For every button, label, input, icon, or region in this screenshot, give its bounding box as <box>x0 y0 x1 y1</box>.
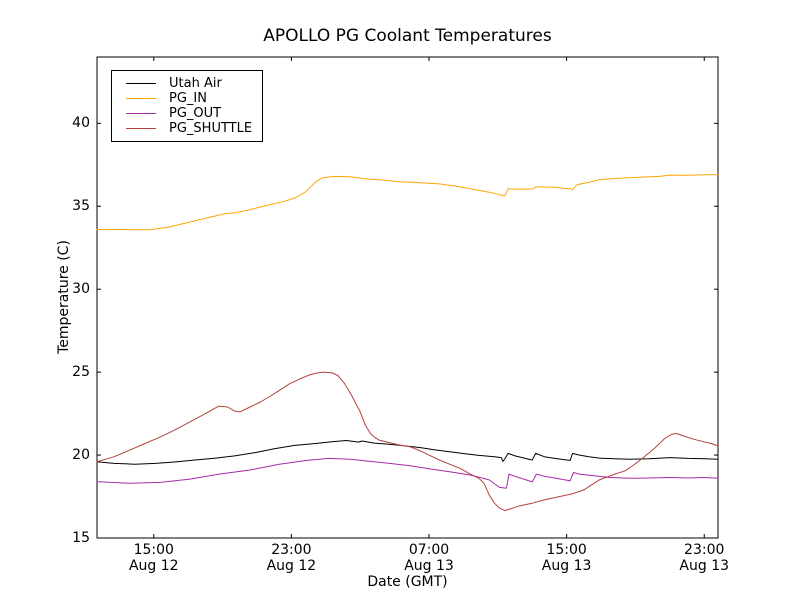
legend-label: PG_SHUTTLE <box>169 121 253 136</box>
x-tick-date: Aug 13 <box>404 558 454 574</box>
x-tick-time: 07:00 <box>408 542 450 558</box>
plot-frame <box>96 56 719 539</box>
x-tick-label: 07:00 Aug 13 <box>404 542 454 574</box>
y-tick-label: 20 <box>72 447 90 464</box>
x-tick-time: 23:00 <box>684 542 725 558</box>
x-tick-date: Aug 13 <box>679 558 730 574</box>
legend-entry-pg-shuttle: PG_SHUTTLE <box>112 121 252 136</box>
x-axis-label: Date (GMT) <box>367 574 448 590</box>
y-tick-label: 35 <box>72 198 90 215</box>
x-tick-label: 15:00 Aug 13 <box>542 542 592 574</box>
legend-label: Utah Air <box>169 76 222 91</box>
y-tick-label: 40 <box>72 115 90 132</box>
legend-line-sample <box>126 128 156 129</box>
series-line-utah-air <box>96 440 719 465</box>
x-tick-time: 15:00 <box>133 542 174 558</box>
x-tick-time: 15:00 <box>546 542 587 558</box>
legend-entry-pg-out: PG_OUT <box>112 106 252 121</box>
x-tick-date: Aug 13 <box>541 558 592 574</box>
x-tick-date: Aug 12 <box>266 558 317 574</box>
x-tick-date: Aug 12 <box>128 558 179 574</box>
series-line-pg-in <box>96 174 719 231</box>
legend-entry-pg-in: PG_IN <box>112 91 252 106</box>
y-tick-label: 30 <box>72 281 90 298</box>
x-tick-time: 23:00 <box>271 542 312 558</box>
legend-box: Utah Air PG_IN PG_OUT PG_SHUTTLE <box>111 70 264 142</box>
series-line-pg-shuttle <box>96 371 719 512</box>
legend-line-sample <box>126 98 156 99</box>
legend-label: PG_OUT <box>169 106 222 121</box>
y-tick-label: 15 <box>72 530 90 546</box>
chart-title: APOLLO PG Coolant Temperatures <box>263 26 552 46</box>
legend-entry-utah-air: Utah Air <box>112 76 252 91</box>
x-tick-label: 23:00 Aug 12 <box>267 542 317 574</box>
legend-label: PG_IN <box>169 91 207 106</box>
x-tick-label: 15:00 Aug 12 <box>129 542 179 574</box>
x-tick-label: 23:00 Aug 13 <box>679 542 729 574</box>
y-tick-label: 25 <box>72 364 90 381</box>
series-line-pg-out <box>96 457 719 489</box>
legend-line-sample <box>126 113 156 114</box>
legend-line-sample <box>126 83 156 84</box>
